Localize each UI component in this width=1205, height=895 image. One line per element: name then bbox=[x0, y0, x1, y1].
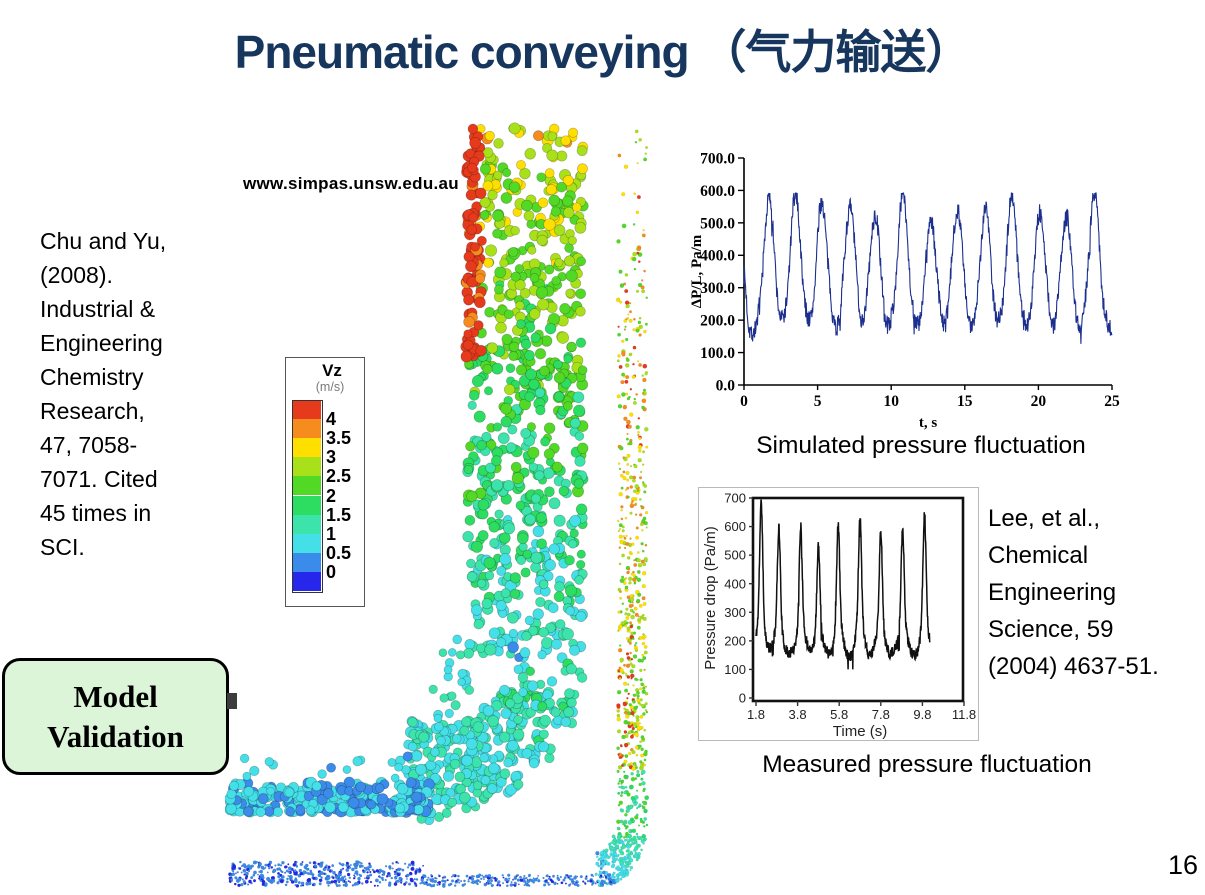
svg-text:Pressure drop (Pa/m): Pressure drop (Pa/m) bbox=[702, 526, 719, 669]
colorbar-tick-label: 0 bbox=[326, 561, 337, 582]
citation-lee: Lee, et al., Chemical Engineering Scienc… bbox=[988, 505, 1159, 680]
svg-text:100: 100 bbox=[724, 662, 746, 677]
colorbar-swatch bbox=[293, 438, 321, 458]
colorbar-tick-label: 1.5 bbox=[326, 504, 352, 525]
chart-data-line bbox=[743, 192, 1113, 344]
model-validation-box: Model Validation bbox=[2, 658, 229, 775]
measured-pressure-chart: 0 100 200 300 400 500 600 700 1.8 3.8 5.8 7.8 9.8 11.… bbox=[698, 487, 979, 741]
model-validation-label: Model Validation bbox=[47, 678, 184, 754]
particles bbox=[225, 122, 650, 888]
colorbar-unit: (m/s) bbox=[315, 380, 345, 394]
svg-text:25: 25 bbox=[1104, 393, 1120, 410]
slide-title: Pneumatic conveying （气力输送） bbox=[0, 16, 1205, 82]
svg-text:5.8: 5.8 bbox=[830, 707, 848, 722]
citation-chu-yu: Chu and Yu, (2008). Industrial & Enginee… bbox=[40, 228, 167, 560]
page-number: 16 bbox=[1167, 850, 1198, 880]
simulated-pressure-chart-svg: 0.0 100.0 200.0 300.0 400.0 500.0 600.0 700.0 0 5… bbox=[689, 150, 1120, 431]
slide-title-cn: （气力输送） bbox=[700, 26, 971, 78]
colorbar-tick-label: 2 bbox=[326, 485, 337, 506]
svg-text:9.8: 9.8 bbox=[913, 707, 931, 722]
svg-text:10: 10 bbox=[883, 393, 899, 410]
svg-text:0: 0 bbox=[739, 691, 746, 706]
svg-text:600: 600 bbox=[724, 519, 746, 534]
svg-text:500: 500 bbox=[724, 548, 746, 563]
measured-pressure-chart-svg: 0 100 200 300 400 500 600 700 1.8 3.8 5.8 7.8 9.8 11.… bbox=[702, 491, 976, 740]
colorbar-swatch bbox=[293, 419, 321, 439]
chart-axes: 0.0 100.0 200.0 300.0 400.0 500.0 600.0 700.0 0 5… bbox=[689, 150, 1120, 431]
svg-text:100.0: 100.0 bbox=[700, 345, 735, 362]
simulated-chart-caption: Simulated pressure fluctuation bbox=[756, 432, 1086, 459]
colorbar-swatch bbox=[293, 457, 321, 477]
colorbar-tick-label: 0.5 bbox=[326, 542, 352, 563]
svg-text:400.0: 400.0 bbox=[700, 248, 735, 265]
colorbar-tick-label: 3.5 bbox=[326, 428, 352, 449]
conveying-simulation-figure bbox=[225, 122, 650, 888]
pipe-cut-end bbox=[227, 693, 237, 709]
simulated-pressure-chart: 0.0 100.0 200.0 300.0 400.0 500.0 600.0 700.0 0 5… bbox=[686, 144, 1136, 436]
svg-text:3.8: 3.8 bbox=[789, 707, 807, 722]
svg-text:15: 15 bbox=[957, 393, 973, 410]
svg-text:20: 20 bbox=[1031, 393, 1047, 410]
velocity-colorbar-legend: Vz (m/s) 4 3.5 3 2.5 2 1.5 1 0.5 0 bbox=[285, 357, 365, 607]
svg-text:400: 400 bbox=[724, 576, 746, 591]
svg-text:0: 0 bbox=[740, 393, 748, 410]
svg-text:600.0: 600.0 bbox=[700, 183, 735, 200]
svg-text:1.8: 1.8 bbox=[747, 707, 765, 722]
chart-data-line bbox=[755, 499, 931, 670]
chart-axes: 0 100 200 300 400 500 600 700 1.8 3.8 5.8 7.8 9.8 11.… bbox=[702, 491, 976, 740]
colorbar-swatch bbox=[293, 400, 321, 419]
svg-text:200: 200 bbox=[724, 633, 746, 648]
svg-text:700: 700 bbox=[724, 491, 746, 506]
svg-text:200.0: 200.0 bbox=[700, 313, 735, 330]
colorbar-swatch bbox=[293, 495, 321, 515]
simpas-url-label: www.simpas.unsw.edu.au bbox=[243, 174, 459, 193]
colorbar-title: Vz bbox=[322, 361, 342, 380]
colorbar-swatch bbox=[293, 533, 321, 553]
colorbar-swatch bbox=[293, 552, 321, 572]
svg-text:500.0: 500.0 bbox=[700, 215, 735, 232]
colorbar-tick-label: 4 bbox=[326, 409, 337, 430]
svg-text:Time (s): Time (s) bbox=[833, 723, 887, 740]
svg-text:700.0: 700.0 bbox=[700, 150, 735, 167]
svg-text:5: 5 bbox=[814, 393, 822, 410]
svg-text:11.8: 11.8 bbox=[952, 707, 976, 722]
svg-text:ΔP/L, Pa/m: ΔP/L, Pa/m bbox=[689, 234, 705, 308]
slide-title-en: Pneumatic conveying bbox=[234, 26, 690, 78]
colorbar-swatch bbox=[293, 514, 321, 534]
colorbar-tick-label: 2.5 bbox=[326, 466, 352, 487]
colorbar-swatch bbox=[293, 476, 321, 496]
svg-text:300.0: 300.0 bbox=[700, 280, 735, 297]
colorbar-tick-label: 3 bbox=[326, 447, 337, 468]
svg-text:0.0: 0.0 bbox=[716, 377, 736, 394]
svg-text:300: 300 bbox=[724, 605, 746, 620]
svg-text:7.8: 7.8 bbox=[872, 707, 890, 722]
colorbar-swatch bbox=[293, 571, 321, 591]
measured-chart-caption: Measured pressure fluctuation bbox=[762, 751, 1092, 778]
colorbar-swatch-border bbox=[292, 400, 323, 593]
svg-text:t, s: t, s bbox=[919, 415, 937, 431]
colorbar-tick-label: 1 bbox=[326, 523, 337, 544]
